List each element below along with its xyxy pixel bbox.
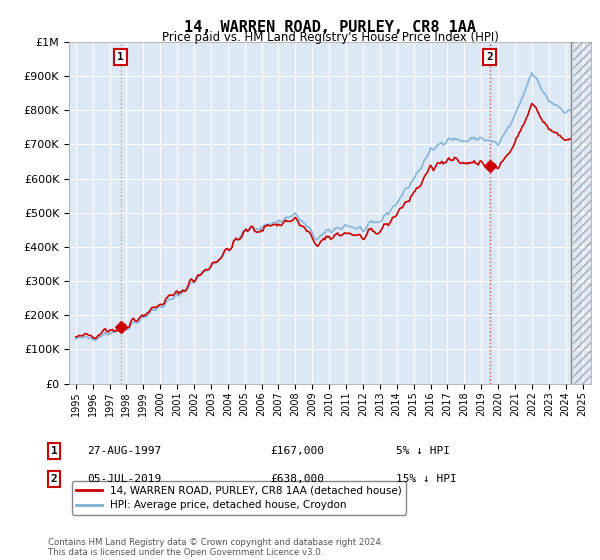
Text: 05-JUL-2019: 05-JUL-2019	[87, 474, 161, 484]
Text: 15% ↓ HPI: 15% ↓ HPI	[396, 474, 457, 484]
Text: Contains HM Land Registry data © Crown copyright and database right 2024.
This d: Contains HM Land Registry data © Crown c…	[48, 538, 383, 557]
Bar	[573, 42, 591, 384]
Text: 1: 1	[50, 446, 58, 456]
Text: 14, WARREN ROAD, PURLEY, CR8 1AA: 14, WARREN ROAD, PURLEY, CR8 1AA	[184, 20, 476, 35]
Text: 1: 1	[117, 52, 124, 62]
Legend: 14, WARREN ROAD, PURLEY, CR8 1AA (detached house), HPI: Average price, detached : 14, WARREN ROAD, PURLEY, CR8 1AA (detach…	[71, 481, 406, 515]
Text: Price paid vs. HM Land Registry's House Price Index (HPI): Price paid vs. HM Land Registry's House …	[161, 31, 499, 44]
Text: £638,000: £638,000	[270, 474, 324, 484]
Text: 2: 2	[486, 52, 493, 62]
Text: £167,000: £167,000	[270, 446, 324, 456]
Bar	[573, 42, 591, 384]
Text: 5% ↓ HPI: 5% ↓ HPI	[396, 446, 450, 456]
Text: 2: 2	[50, 474, 58, 484]
Text: 27-AUG-1997: 27-AUG-1997	[87, 446, 161, 456]
